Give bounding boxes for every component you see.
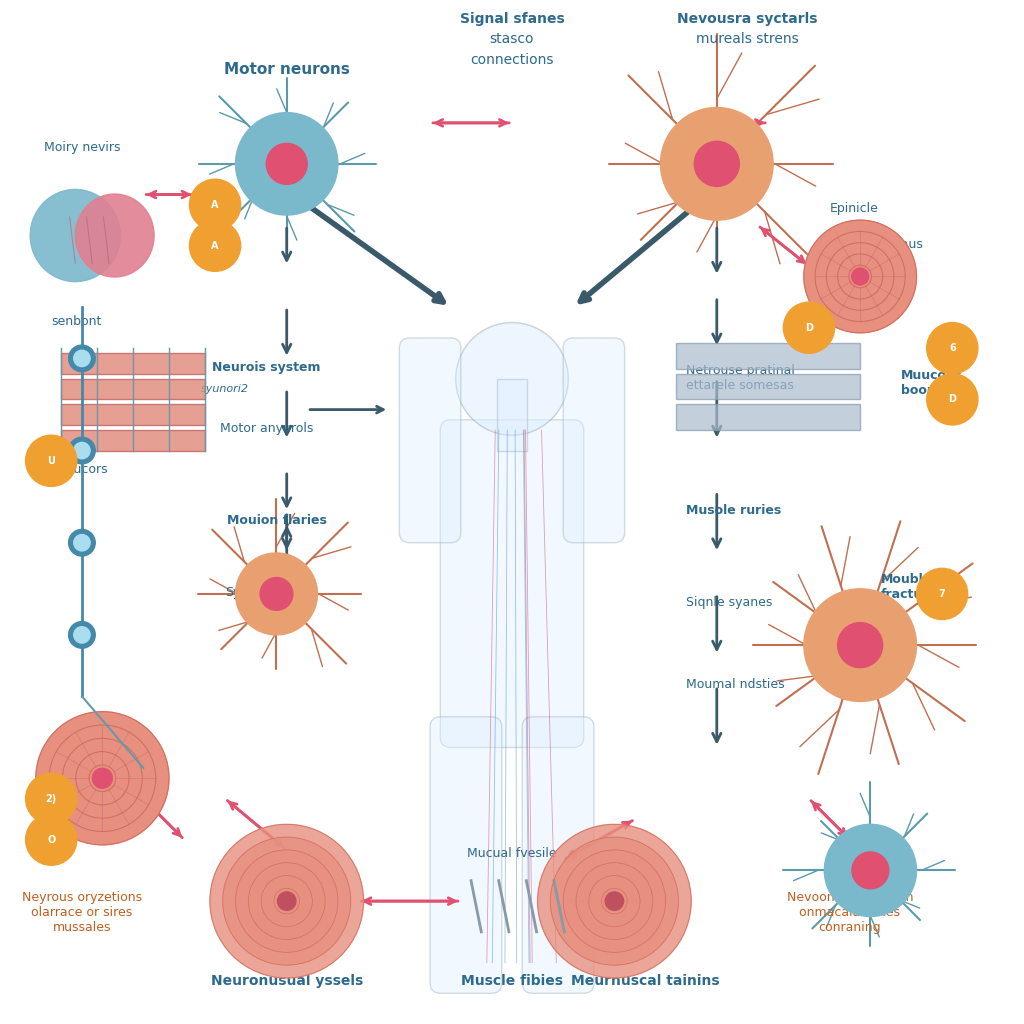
Circle shape [274,888,300,913]
Circle shape [551,838,678,965]
Text: 7: 7 [939,589,945,599]
FancyBboxPatch shape [676,404,860,430]
FancyBboxPatch shape [440,420,584,748]
Circle shape [69,437,95,464]
FancyBboxPatch shape [61,353,205,374]
Text: Nevousra syctarls: Nevousra syctarls [677,11,818,26]
Text: Neyrous oryzetions
olarrace or sires
mussales: Neyrous oryzetions olarrace or sires mus… [22,891,142,934]
Ellipse shape [76,195,154,276]
FancyBboxPatch shape [61,430,205,451]
Circle shape [74,535,90,551]
FancyBboxPatch shape [399,338,461,543]
Circle shape [804,220,916,333]
Circle shape [927,374,978,425]
Text: Signal sfanes: Signal sfanes [460,11,564,26]
Text: Netrouse pratinal
ettarele somesas: Netrouse pratinal ettarele somesas [686,364,795,391]
Circle shape [26,435,77,486]
Text: Motor neurons: Motor neurons [224,61,349,77]
Circle shape [660,108,773,220]
Circle shape [589,876,640,927]
Text: Muucour
boorones: Muucour boorones [901,369,967,396]
Circle shape [236,113,338,215]
Text: Neurois system: Neurois system [212,360,321,374]
Circle shape [74,350,90,367]
Text: syunori2: syunori2 [202,384,249,394]
Text: Mucual fvesile: Mucual fvesile [467,847,557,860]
Circle shape [927,323,978,374]
FancyBboxPatch shape [430,717,502,993]
Circle shape [26,773,77,824]
Circle shape [26,814,77,865]
Circle shape [74,627,90,643]
Circle shape [260,578,293,610]
Text: Muscle fibies: Muscle fibies [461,974,563,988]
Circle shape [249,862,326,940]
Text: Moumal ndsties: Moumal ndsties [686,678,784,691]
Circle shape [694,141,739,186]
FancyBboxPatch shape [676,374,860,399]
Circle shape [563,850,666,952]
Text: Neuronusual yssels: Neuronusual yssels [211,974,362,988]
Circle shape [852,852,889,889]
Circle shape [538,824,691,978]
Ellipse shape [30,189,121,282]
Circle shape [189,220,241,271]
Circle shape [575,862,653,940]
FancyBboxPatch shape [676,343,860,369]
Text: Nevoons conesation
onmacala slines
conraning: Nevoons conesation onmacala slines conra… [786,891,913,934]
Text: Syneapes: Syneapes [225,586,287,599]
Text: Moiry nevirs: Moiry nevirs [44,140,120,154]
Text: mureals strens: mureals strens [696,32,799,46]
FancyBboxPatch shape [497,379,527,451]
Circle shape [916,568,968,620]
Circle shape [605,892,624,910]
Circle shape [838,623,883,668]
Circle shape [189,179,241,230]
Text: 6: 6 [949,343,955,353]
Circle shape [69,529,95,556]
Text: A: A [211,200,219,210]
FancyBboxPatch shape [61,379,205,399]
Text: Meurnuscal tainins: Meurnuscal tainins [570,974,720,988]
Text: O: O [47,835,55,845]
Circle shape [69,622,95,648]
Text: Motor anyurols: Motor anyurols [219,422,313,435]
Circle shape [223,838,350,965]
Text: Maus: Maus [891,238,924,251]
Text: stasco: stasco [489,32,535,46]
Circle shape [261,876,312,927]
Circle shape [783,302,835,353]
Text: connections: connections [470,52,554,67]
Text: A: A [211,241,219,251]
Circle shape [236,850,338,952]
Text: 2): 2) [46,794,56,804]
FancyBboxPatch shape [61,404,205,425]
FancyBboxPatch shape [563,338,625,543]
Text: Epinicle: Epinicle [829,202,879,215]
Circle shape [69,345,95,372]
Text: Mouion flaries: Mouion flaries [226,514,327,527]
Circle shape [236,553,317,635]
Circle shape [852,268,868,285]
Circle shape [601,888,627,913]
Text: D: D [948,394,956,404]
Circle shape [456,323,568,435]
Circle shape [74,442,90,459]
Text: D: D [805,323,813,333]
Text: U: U [47,456,55,466]
Text: Musole ruries: Musole ruries [686,504,781,517]
Circle shape [278,892,296,910]
FancyBboxPatch shape [522,717,594,993]
Circle shape [210,824,364,978]
Circle shape [824,824,916,916]
Text: senbont: senbont [51,314,101,328]
Circle shape [36,712,169,845]
Text: Moubles
fractues: Moubles fractues [881,573,939,601]
Circle shape [266,143,307,184]
Circle shape [92,768,113,788]
Text: Siqnle syanes: Siqnle syanes [686,596,772,609]
Circle shape [804,589,916,701]
Text: Maucors: Maucors [55,463,109,476]
